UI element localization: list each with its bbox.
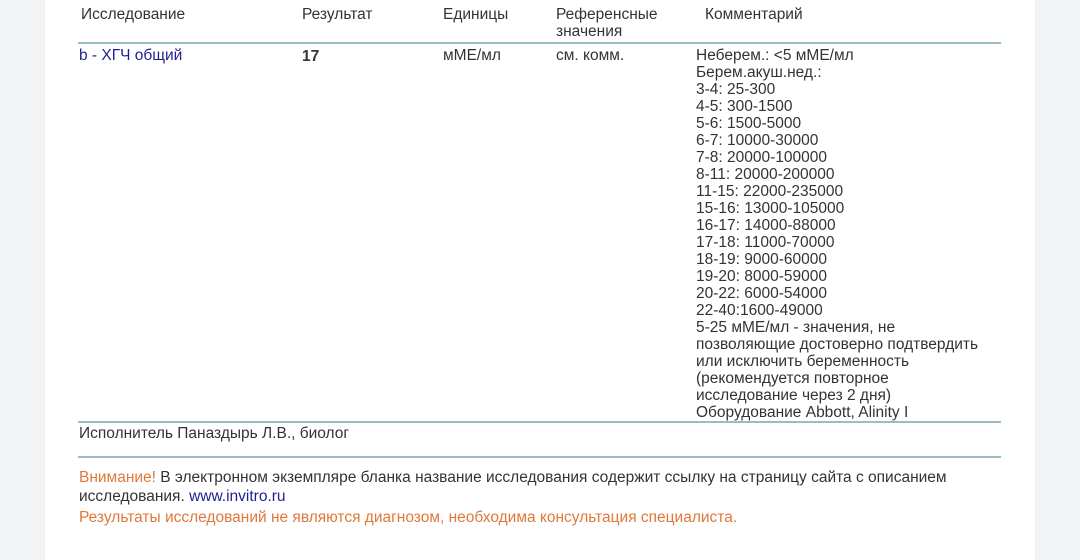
comment-line: 3-4: 25-300 xyxy=(696,81,776,98)
header-comment: Комментарий xyxy=(705,6,803,23)
comment-line: (рекомендуется повторное xyxy=(696,370,889,387)
units-value: мМЕ/мл xyxy=(443,47,501,64)
header-reference-line2: значения xyxy=(556,23,623,40)
notice-text-2: исследования. xyxy=(79,488,190,505)
comment-line: позволяющие достоверно подтвердить xyxy=(696,336,979,353)
test-name-link[interactable]: b - ХГЧ общий xyxy=(79,47,183,64)
comment-line: 8-11: 20000-200000 xyxy=(696,166,835,183)
comment-line: 11-15: 22000-235000 xyxy=(696,183,844,200)
comment-line: 5-25 мМЕ/мл - значения, не xyxy=(696,319,896,336)
row-divider xyxy=(78,421,1001,423)
comment-line: 5-6: 1500-5000 xyxy=(696,115,802,132)
comment-line: 16-17: 14000-88000 xyxy=(696,217,836,234)
performer: Исполнитель Паназдырь Л.В., биолог xyxy=(79,425,350,442)
header-divider xyxy=(78,42,1001,44)
comment-line: Оборудование Abbott, Alinity I xyxy=(696,404,909,421)
result-value: 17 xyxy=(302,48,320,65)
notice-divider xyxy=(78,456,1001,458)
comment-line: 20-22: 6000-54000 xyxy=(696,285,828,302)
reference-value: см. комм. xyxy=(556,47,625,64)
header-reference: Референсные значения xyxy=(556,6,658,40)
header-units: Единицы xyxy=(443,6,509,23)
comment-line: 17-18: 11000-70000 xyxy=(696,234,835,251)
header-reference-line1: Референсные xyxy=(556,6,658,23)
comment-line: 18-19: 9000-60000 xyxy=(696,251,828,268)
comment-line: Берем.акуш.нед.: xyxy=(696,64,822,81)
comment-line: или исключить беременность xyxy=(696,353,910,370)
comment-line: 4-5: 300-1500 xyxy=(696,98,793,115)
comment-cell: Неберем.: <5 мМЕ/мл Берем.акуш.нед.: 3-4: … xyxy=(696,47,978,421)
notice-text: В электронном экземпляре бланка название… xyxy=(155,469,947,486)
disclaimer: Результаты исследований не являются диаг… xyxy=(79,509,738,526)
comment-line: исследование через 2 дня) xyxy=(696,387,892,404)
invitro-link[interactable]: www.invitro.ru xyxy=(189,488,286,505)
lab-report-page: Исследование Результат Единицы Референсн… xyxy=(45,0,1035,560)
comment-line: 6-7: 10000-30000 xyxy=(696,132,819,149)
notice-line2: исследования. www.invitro.ru xyxy=(79,488,286,505)
header-result: Результат xyxy=(302,6,373,23)
notice-line1: Внимание! В электронном экземпляре бланк… xyxy=(79,469,947,486)
warning-label: Внимание! xyxy=(79,469,156,486)
comment-line: 7-8: 20000-100000 xyxy=(696,149,828,166)
comment-line: 19-20: 8000-59000 xyxy=(696,268,828,285)
comment-line: 15-16: 13000-105000 xyxy=(696,200,845,217)
comment-line: 22-40:1600-49000 xyxy=(696,302,823,319)
header-test: Исследование xyxy=(81,6,186,23)
comment-line: Неберем.: <5 мМЕ/мл xyxy=(696,47,854,64)
